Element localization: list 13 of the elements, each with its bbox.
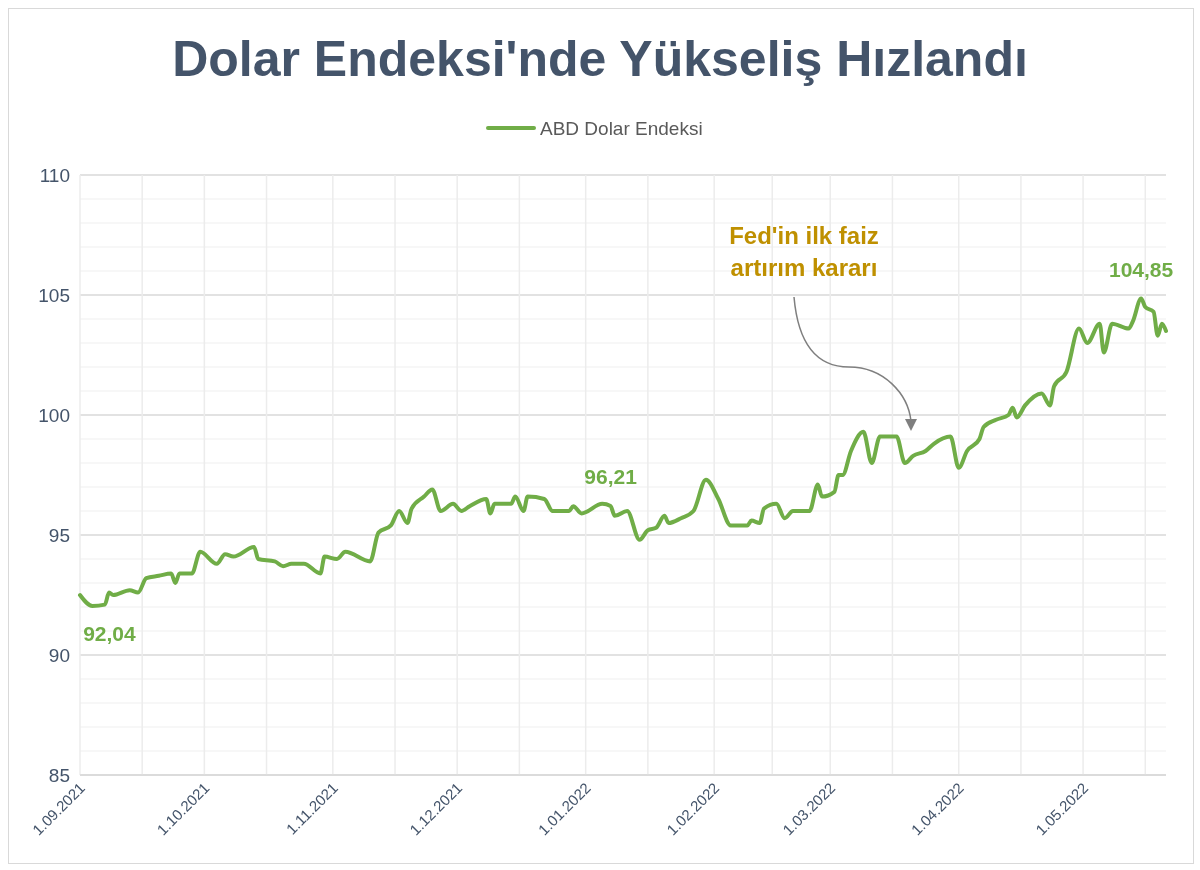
chart-title: Dolar Endeksi'nde Yükseliş Hızlandı	[172, 31, 1028, 87]
y-tick-label: 85	[48, 764, 70, 786]
legend-label: ABD Dolar Endeksi	[540, 117, 703, 139]
line-series	[78, 296, 1168, 609]
annotation: Fed'in ilk faiz artırım kararı	[729, 222, 879, 281]
y-tick-label: 100	[38, 404, 70, 426]
y-tick-label: 110	[39, 164, 70, 186]
y-tick-label: 95	[48, 524, 70, 546]
annotation: 92,04	[83, 622, 137, 646]
annotation: 96,21	[584, 464, 638, 488]
annotation: 104,85	[1109, 257, 1174, 281]
y-tick-label: 90	[48, 644, 70, 666]
y-tick-label: 105	[38, 284, 70, 306]
